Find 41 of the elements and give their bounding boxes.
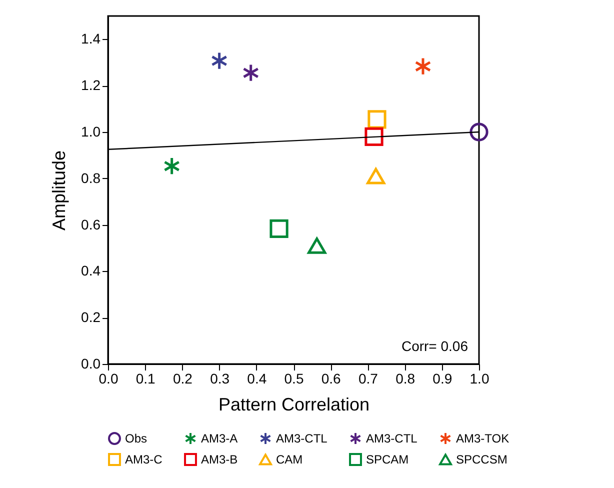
x-tick-label: 0.4 (247, 370, 267, 386)
point (470, 122, 488, 142)
point (270, 219, 288, 238)
legend-label: AM3-CTL (366, 432, 418, 446)
y-tick-label: 1.4 (81, 30, 101, 47)
y-tick-label: 1.0 (81, 124, 101, 140)
x-tick-label: 0.9 (432, 370, 452, 386)
legend-label: Obs (125, 432, 148, 446)
x-tick-label: 0.1 (136, 370, 156, 386)
x-tick-label: 1.0 (470, 370, 490, 386)
x-tick-label: 0.2 (172, 370, 193, 386)
point (164, 156, 180, 176)
y-tick-label: 0.0 (81, 356, 101, 372)
point (364, 127, 384, 146)
y-axis-title: Amplitude (49, 150, 70, 231)
point (414, 57, 432, 76)
y-tick-label: 1.2 (81, 77, 101, 94)
x-tick-label: 0.0 (98, 370, 118, 386)
x-tick-label: 0.3 (210, 370, 230, 386)
point (366, 168, 386, 184)
legend-label: CAM (276, 452, 303, 466)
x-tick-label: 0.5 (284, 370, 304, 386)
legend-label: AM3-A (201, 432, 238, 446)
y-tick-label: 0.6 (81, 216, 101, 232)
x-tick-label: 0.6 (321, 370, 342, 386)
legend-label: AM3-C (125, 452, 163, 466)
legend-label: SPCAM (366, 452, 409, 466)
annotation: Corr= 0.06 (401, 338, 468, 354)
x-tick-label: 0.8 (396, 370, 416, 386)
legend-label: AM3-CTL (276, 432, 328, 446)
x-axis-title: Pattern Correlation (218, 394, 370, 414)
legend-label: AM3-B (201, 452, 238, 466)
y-tick-label: 0.8 (81, 170, 101, 186)
point (242, 64, 260, 82)
point (211, 51, 228, 70)
legend-label: AM3-TOK (456, 432, 510, 446)
y-tick-label: 0.2 (81, 309, 101, 326)
legend-label: SPCCSM (456, 452, 508, 466)
y-tick-label: 0.4 (81, 262, 101, 279)
point (308, 237, 326, 254)
x-tick-label: 0.7 (358, 370, 378, 386)
